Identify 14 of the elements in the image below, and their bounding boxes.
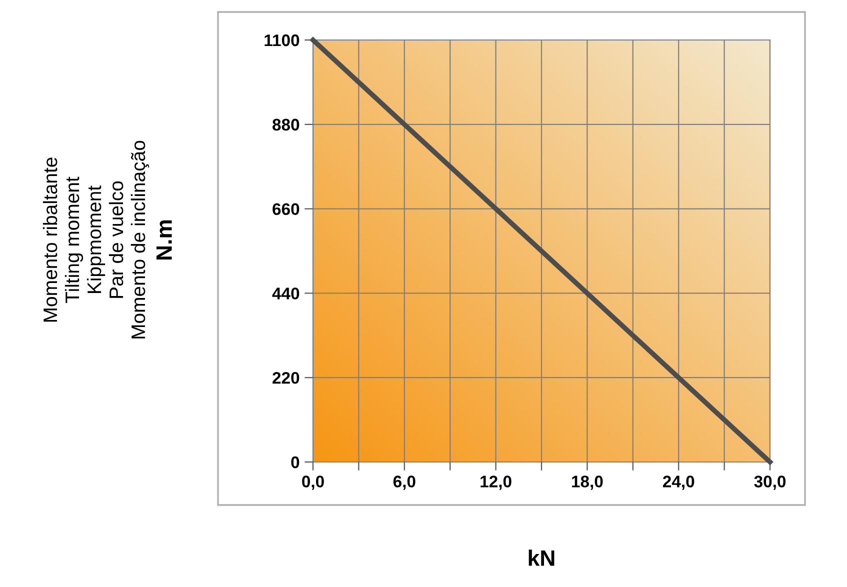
x-tick-label: 0,0 xyxy=(302,476,324,490)
y-tick-label: 0 xyxy=(291,456,300,468)
y-tick-label: 440 xyxy=(272,288,300,300)
y-tick-label: 660 xyxy=(272,203,300,216)
y-tick-label: 880 xyxy=(272,118,300,131)
y-tick-label: 220 xyxy=(272,372,300,384)
x-tick-label: 18,0 xyxy=(572,476,603,490)
x-tick-label: 12,0 xyxy=(480,476,512,490)
y-axis-title: Momento ribaltante Tilting moment Kippmoment Par de vuelco Momento de inclinação N.m xyxy=(42,140,172,338)
x-axis-title: kN xyxy=(528,550,554,566)
x-tick-label: 24,0 xyxy=(662,476,694,490)
x-tick-label: 6,0 xyxy=(393,476,416,490)
x-tick-label: 30,0 xyxy=(754,476,786,490)
y-tick-label: 1100 xyxy=(264,34,300,46)
